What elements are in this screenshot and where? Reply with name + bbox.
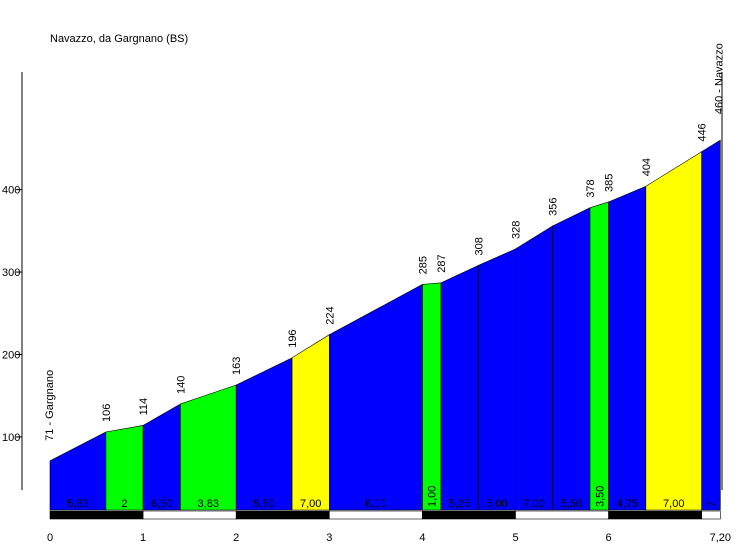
elevation-label: 224 — [324, 306, 336, 324]
elevation-label: 404 — [641, 158, 653, 176]
profile-segment — [328, 283, 423, 511]
gradient-label: 5,50 — [253, 498, 274, 510]
gradient-label: 1,00 — [427, 486, 439, 507]
profile-segment — [701, 139, 721, 511]
elevation-label: 308 — [473, 237, 485, 255]
km-bar-segment — [608, 510, 702, 520]
km-bar-segment — [235, 510, 330, 520]
x-tick-label: 2 — [233, 532, 239, 544]
profile-segment — [645, 151, 703, 511]
y-tick-label: 100 — [2, 432, 20, 444]
y-tick-label: 300 — [2, 267, 20, 279]
elevation-label: 285 — [417, 256, 429, 274]
profile-segment — [422, 282, 442, 511]
km-bar-segment — [328, 510, 423, 520]
profile-segment — [477, 248, 516, 511]
profile-segment — [291, 334, 330, 511]
gradient-label: 7 — [706, 501, 718, 507]
profile-segment — [235, 357, 293, 511]
elevation-label: 114 — [138, 398, 150, 416]
elevation-label: 328 — [511, 221, 523, 239]
x-tick-label: 3 — [326, 532, 332, 544]
km-bar-segment — [142, 510, 237, 520]
gradient-label: 5,83 — [67, 498, 88, 510]
km-bar — [49, 510, 721, 520]
elevation-label: 356 — [548, 198, 560, 216]
profile-segment — [589, 201, 609, 511]
gradient-label: 7,00 — [523, 498, 544, 510]
km-bar-segment — [422, 510, 516, 520]
elevation-label: 287 — [436, 254, 448, 272]
profile-segments — [49, 139, 721, 511]
gradient-label: 7,00 — [663, 498, 684, 510]
gradient-label: 4,75 — [617, 498, 638, 510]
gradient-label: 5,00 — [486, 498, 507, 510]
profile-segment — [142, 403, 181, 511]
elevation-labels: 106 114 140 163 196 224 285 287 308 328 356 378 385 4… — [101, 123, 709, 422]
y-axis-ticks: 100 200 300 400 — [2, 185, 22, 444]
gradient-label: 7,00 — [300, 498, 321, 510]
start-label: 71 - Gargnano — [44, 370, 56, 441]
gradient-label: 6,50 — [151, 498, 172, 510]
elevation-label: 163 — [231, 357, 243, 375]
km-bar-segment — [49, 510, 144, 520]
x-tick-label: 7,20 — [710, 532, 731, 544]
chart-title: Navazzo, da Gargnano (BS) — [50, 33, 188, 45]
x-tick-label: 4 — [419, 532, 425, 544]
profile-segment — [180, 384, 237, 511]
elevation-label: 106 — [101, 404, 113, 422]
elevation-label: 446 — [697, 123, 709, 141]
y-tick-label: 400 — [2, 185, 20, 197]
gradient-label: 5,50 — [561, 498, 582, 510]
x-tick-label: 0 — [47, 532, 53, 544]
gradient-label: 6,10 — [365, 498, 386, 510]
gradient-label: 3,50 — [594, 486, 606, 507]
gradient-label: 3,83 — [198, 498, 219, 510]
profile-segment — [440, 264, 479, 511]
elevation-label: 385 — [604, 174, 616, 192]
x-tick-label: 5 — [512, 532, 518, 544]
x-tick-label: 1 — [140, 532, 146, 544]
km-bar-segment — [701, 510, 721, 520]
y-tick-label: 200 — [2, 350, 20, 362]
end-label: 460 - Navazzo — [713, 43, 725, 114]
gradient-labels: 5,83 2 6,50 3,83 5,50 7,00 6,10 1,00 5,25 5,00 7,0… — [67, 486, 718, 510]
gradient-label: 5,25 — [449, 498, 470, 510]
elevation-label: 378 — [585, 179, 597, 197]
profile-segment — [515, 225, 554, 511]
profile-segment — [608, 185, 647, 511]
elevation-label: 140 — [175, 376, 187, 394]
profile-segment — [552, 207, 591, 511]
gradient-label: 2 — [121, 498, 127, 510]
x-axis-ticks: 0 1 2 3 4 5 6 7,20 — [47, 532, 731, 544]
km-bar-segment — [515, 510, 609, 520]
elevation-label: 196 — [287, 329, 299, 347]
x-tick-label: 6 — [606, 532, 612, 544]
